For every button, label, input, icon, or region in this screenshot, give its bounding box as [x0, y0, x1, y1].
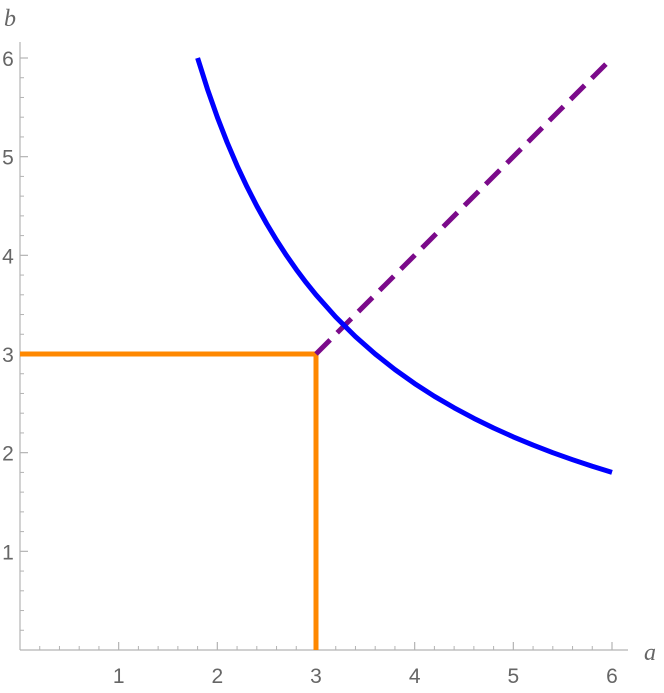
y-minor-ticks [20, 77, 24, 631]
x-minor-ticks [39, 646, 593, 650]
x-tick-label: 1 [113, 665, 125, 688]
y-ticks: 1 2 3 4 5 6 [2, 48, 28, 564]
y-tick-label: 1 [2, 541, 14, 564]
y-tick-label: 3 [2, 344, 14, 367]
curve-series [195, 57, 613, 475]
x-axis-label: a [644, 640, 656, 666]
x-tick-label: 4 [409, 665, 421, 688]
x-tick-label: 3 [310, 665, 322, 688]
y-tick-label: 4 [2, 245, 14, 268]
x-tick-label: 2 [211, 665, 223, 688]
y-axis-label: b [4, 6, 16, 32]
y-tick-label: 6 [2, 48, 14, 71]
y-tick-label: 2 [2, 443, 14, 466]
x-tick-label: 5 [507, 665, 519, 688]
axes: 1 2 3 4 5 6 1 2 3 4 5 6 a b [2, 6, 656, 688]
dashed-line-series [314, 56, 614, 356]
y-tick-label: 5 [2, 147, 14, 170]
series-layer [20, 56, 614, 650]
x-tick-label: 6 [606, 665, 618, 688]
x-ticks: 1 2 3 4 5 6 [113, 642, 618, 688]
